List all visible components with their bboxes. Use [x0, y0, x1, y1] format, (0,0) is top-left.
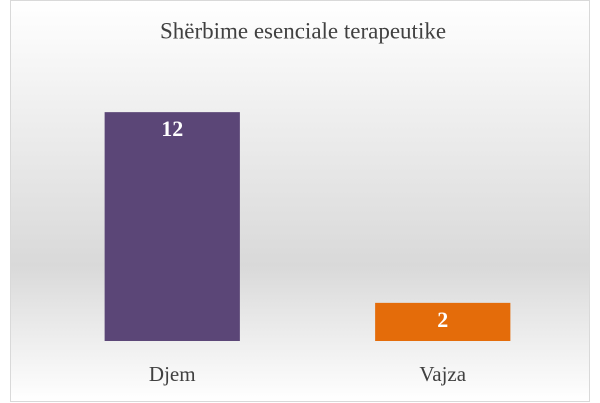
x-tick-label: Djem: [149, 362, 196, 386]
data-label: 12: [161, 116, 183, 141]
chart-title: Shërbime esenciale terapeutike: [160, 18, 446, 43]
bar: [375, 302, 511, 341]
bar: [104, 112, 240, 342]
x-tick-label: Vajza: [419, 362, 466, 386]
data-label: 2: [437, 307, 448, 332]
chart-area: [10, 0, 590, 402]
